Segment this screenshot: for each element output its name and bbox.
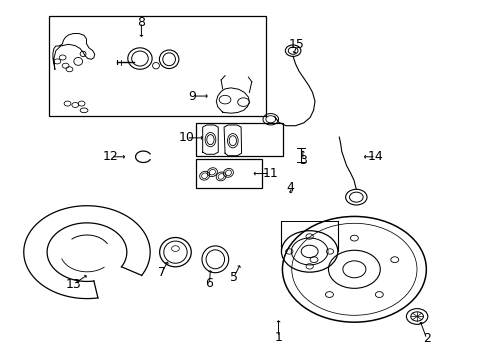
Text: 13: 13 xyxy=(65,278,81,291)
Text: 6: 6 xyxy=(205,277,213,290)
Text: 3: 3 xyxy=(298,154,306,167)
Text: 12: 12 xyxy=(102,150,119,163)
Text: 7: 7 xyxy=(158,266,165,279)
Text: 1: 1 xyxy=(274,331,282,344)
Bar xyxy=(196,123,283,156)
Bar xyxy=(196,159,262,188)
Text: 10: 10 xyxy=(178,131,194,144)
Text: 9: 9 xyxy=(188,90,196,103)
Text: 5: 5 xyxy=(229,271,237,284)
Text: 15: 15 xyxy=(288,39,305,51)
Text: 11: 11 xyxy=(262,167,278,180)
Text: 2: 2 xyxy=(422,333,430,346)
Bar xyxy=(49,16,266,116)
Text: 4: 4 xyxy=(286,181,294,194)
Text: 14: 14 xyxy=(367,150,383,163)
Text: 8: 8 xyxy=(137,15,145,28)
